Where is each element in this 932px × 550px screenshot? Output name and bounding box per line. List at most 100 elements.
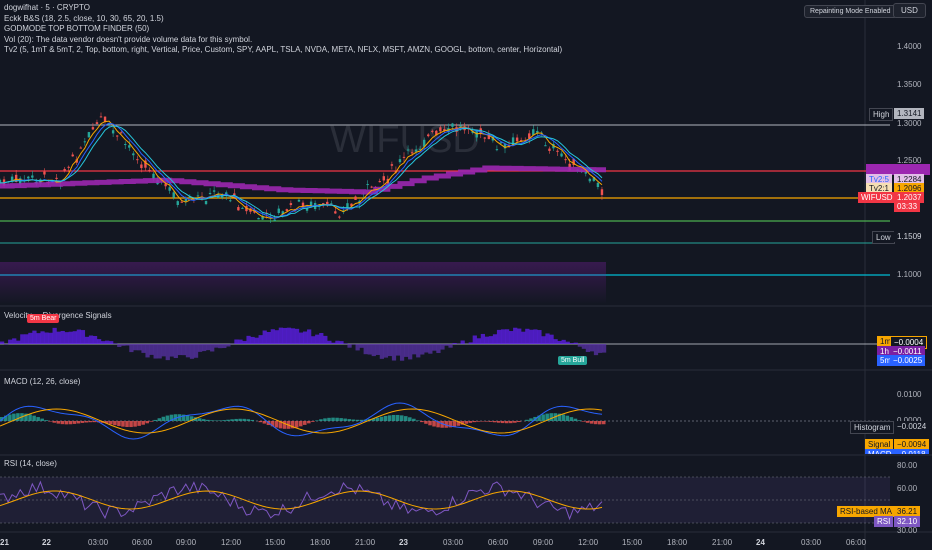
velocity-bar [448,344,453,348]
candle-body [459,125,462,127]
high-label: High [869,108,894,121]
velocity-bar [254,337,259,344]
macd-histogram-bar [161,416,166,421]
macd-histogram-bar [226,419,230,421]
velocity-bar [436,344,441,353]
macd-histogram-bar [290,421,295,429]
velocity-bar [36,333,41,344]
candle-body [204,200,208,205]
time-tick: 21:00 [355,538,376,547]
velocity-bar [339,341,344,344]
velocity-bar [202,344,207,352]
velocity-bar [0,341,5,344]
candle-body [10,176,14,181]
macd-histogram-bar [298,421,303,427]
velocity-bar [40,331,45,344]
bear-signal-tag: 5m Bear [27,314,60,323]
currency-button[interactable]: USD [893,3,926,18]
vel-row-label: 1h [877,346,892,357]
indicator-tv2[interactable]: Tv2 (5, 1mT & 5mT, 2, Top, bottom, right… [4,45,563,54]
candle-body [491,136,495,141]
price-tick: 1.3000 [897,119,922,128]
macd-histogram-bar [468,421,473,423]
candle-body [99,116,103,118]
candle-body [172,192,175,198]
macd-histogram-bar [484,421,489,422]
velocity-bar [549,334,554,344]
velocity-bar [391,344,397,361]
candle-body [382,176,385,181]
velocity-bar [541,336,546,344]
time-tick: 21 [0,538,9,547]
macd-histogram-bar [371,418,376,421]
velocity-bar [500,329,506,344]
velocity-bar [355,344,360,351]
velocity-bar [557,340,562,344]
velocity-bar [282,327,288,344]
candle-body [0,179,2,184]
symbol-title[interactable]: dogwifhat · 5 · CRYPTO [4,3,90,12]
macd-histogram-bar [222,420,226,421]
macd-histogram-bar [153,419,158,421]
candle-body [87,132,91,138]
candle-body [366,184,369,186]
velocity-bar [153,344,158,359]
time-tick: 06:00 [846,538,867,547]
macd-histogram-bar [339,418,343,421]
candle-body [152,173,155,180]
indicator-eckk[interactable]: Eckk B&S (18, 2.5, close, 10, 30, 65, 20… [4,13,164,23]
macd-histogram-bar [230,419,234,421]
candle-body [410,152,414,154]
macd-histogram-bar [597,421,602,425]
price-tick: 1.2500 [897,156,922,165]
candle-body [103,116,107,122]
macd-histogram-bar [133,421,137,427]
candle-body [180,201,183,203]
velocity-bar [88,335,94,344]
candle-body [326,201,329,206]
candle-body [63,168,66,172]
time-tick: 12:00 [578,538,599,547]
velocity-bar [416,344,421,358]
candle-body [427,134,430,137]
time-tick: 15:00 [265,538,286,547]
velocity-bar [181,344,187,356]
indicator-godmode[interactable]: GODMODE TOP BOTTOM FINDER (50) [4,24,150,33]
candle-body [261,215,264,220]
velocity-bar [72,331,77,344]
candle-body [120,132,123,134]
velocity-bar [238,339,243,344]
velocity-bar [44,332,49,344]
velocity-bar [383,344,389,358]
velocity-bar [335,340,340,344]
velocity-bar [48,332,53,344]
macd-histogram-bar [76,421,81,424]
velocity-bar [565,341,570,344]
price-series [0,112,606,224]
candle-body [144,160,147,168]
macd-histogram-bar [303,421,307,425]
indicator-vol[interactable]: Vol (20): The data vendor doesn't provid… [4,34,253,44]
time-tick: 09:00 [533,538,554,547]
rsi-panel-title[interactable]: RSI (14, close) [4,459,57,468]
macd-histogram-bar [327,417,331,421]
macd-histogram-bar [197,418,202,421]
velocity-bar [472,335,477,344]
velocity-bar [250,336,255,344]
repainting-mode-button[interactable]: Repainting Mode Enabled [804,5,897,18]
symbol-price-value: 1.2037 [894,192,925,203]
macd-panel-title[interactable]: MACD (12, 26, close) [4,377,81,386]
macd-histogram-bar [480,421,485,422]
macd-line [0,402,603,440]
velocity-bar [533,329,538,344]
rsi-value: 32.10 [894,516,921,527]
candle-body [519,140,523,142]
candle-body [572,158,575,165]
macd-histogram-bar [250,419,255,421]
macd-histogram-bar [177,414,182,421]
macd-histogram-bar [517,421,521,423]
macd-histogram-bar [60,421,65,425]
rsi-tick: 60.00 [897,484,918,493]
macd-histogram-bar [343,418,347,421]
